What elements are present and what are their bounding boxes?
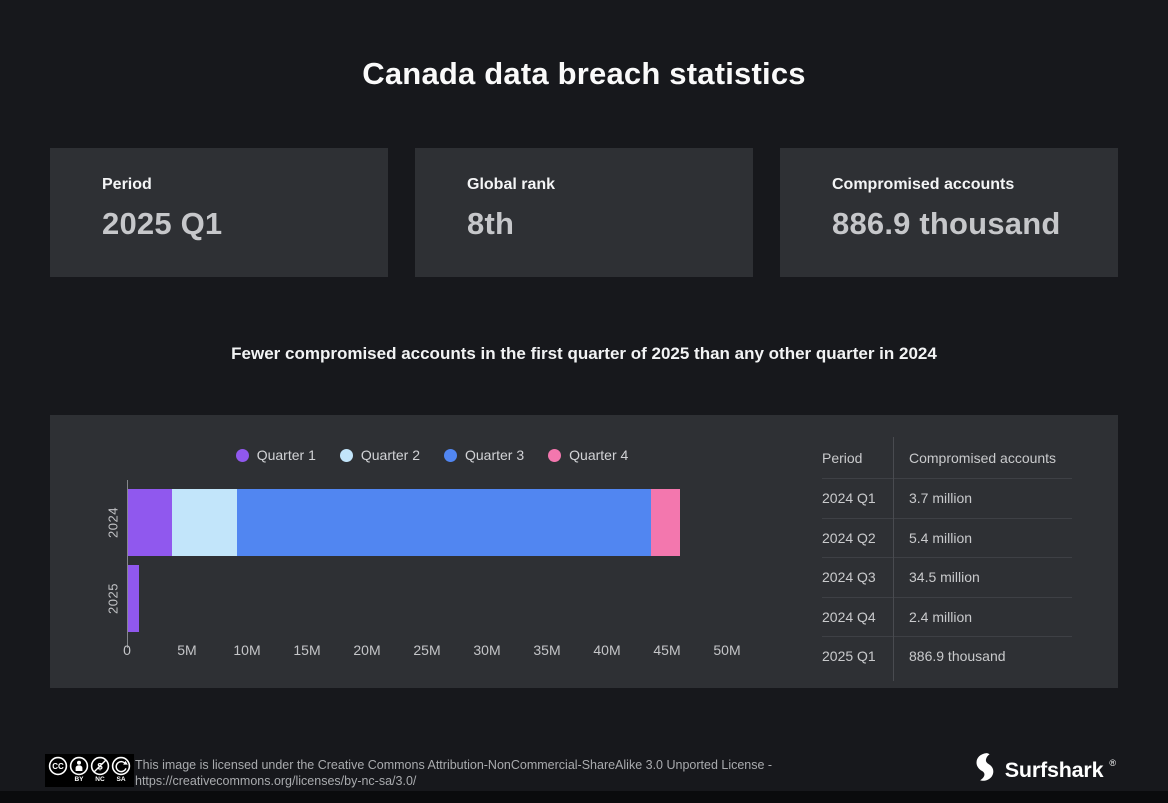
cc-nc-icon: $ NC (90, 756, 110, 783)
bar-segment-2024-quarter-3 (237, 489, 652, 556)
table-cell-period: 2024 Q4 (822, 608, 876, 625)
x-tick-40M: 40M (593, 642, 621, 658)
table-cell-period: 2024 Q2 (822, 529, 876, 546)
cc-by-icon: BY (69, 756, 89, 783)
stat-label: Compromised accounts (832, 176, 1015, 193)
table-row: 2024 Q1 3.7 million (822, 479, 1072, 519)
table-cell-accounts: 886.9 thousand (909, 648, 1006, 665)
legend-label: Quarter 2 (360, 447, 420, 463)
legend-item-quarter-1: Quarter 1 (235, 447, 316, 463)
license-line-1: This image is licensed under the Creativ… (135, 758, 773, 772)
page-title: Canada data breach statistics (362, 56, 806, 91)
stat-card-compromised-accounts: Compromised accounts 886.9 thousand (780, 148, 1118, 277)
legend-label: Quarter 1 (256, 447, 316, 463)
x-tick-35M: 35M (533, 642, 561, 658)
stat-label: Global rank (467, 176, 556, 193)
legend-dot (548, 448, 562, 462)
x-tick-25M: 25M (413, 642, 441, 658)
y-category-label-2024: 2024 (105, 507, 121, 538)
x-tick-10M: 10M (233, 642, 261, 658)
table-header-accounts: Compromised accounts (909, 449, 1057, 466)
x-tick-20M: 20M (353, 642, 381, 658)
table-column-divider (893, 437, 894, 681)
chart-headline: Fewer compromised accounts in the first … (231, 344, 937, 363)
y-category-label-2025: 2025 (105, 583, 121, 614)
stat-card-global-rank: Global rank 8th (415, 148, 753, 277)
bar-segment-2024-quarter-1 (128, 489, 173, 556)
cc-icon: CC (48, 756, 68, 776)
y-axis-line (127, 480, 128, 648)
x-tick-15M: 15M (293, 642, 321, 658)
table-cell-accounts: 2.4 million (909, 608, 973, 625)
stat-value: 8th (467, 206, 515, 241)
x-tick-50M: 50M (713, 642, 741, 658)
legend-item-quarter-3: Quarter 3 (444, 447, 524, 463)
table-cell-period: 2024 Q1 (822, 490, 876, 507)
bar-segment-2024-quarter-2 (172, 489, 238, 556)
bar-segment-2025-quarter-1 (128, 565, 139, 632)
svg-text:CC: CC (52, 762, 64, 771)
chart-legend: Quarter 1 Quarter 2 Quarter 3 Quarter 4 (127, 447, 737, 463)
stat-card-period: Period 2025 Q1 (50, 148, 388, 277)
registered-mark: ® (1109, 758, 1116, 768)
table-row: 2024 Q2 5.4 million (822, 519, 1072, 558)
x-axis-ticks: 0 5M 10M 15M 20M 25M 30M 35M 40M 45M 50M (123, 642, 741, 660)
table-cell-accounts: 5.4 million (909, 529, 973, 546)
surfshark-wordmark: Surfshark (1004, 757, 1104, 782)
legend-dot (444, 448, 457, 462)
legend-label: Quarter 3 (465, 447, 525, 463)
legend-item-quarter-4: Quarter 4 (548, 447, 628, 463)
surfshark-logo: Surfshark ® (973, 752, 1118, 788)
table-row: 2024 Q3 34.5 million (822, 558, 1072, 598)
table-cell-accounts: 34.5 million (909, 569, 980, 586)
x-tick-0: 0 (123, 642, 131, 658)
table-header-row: Period Compromised accounts (822, 437, 1072, 479)
svg-text:$: $ (97, 761, 103, 772)
surfshark-fin-icon (973, 752, 997, 788)
license-text: This image is licensed under the Creativ… (135, 757, 772, 789)
chart-panel: Quarter 1 Quarter 2 Quarter 3 Quarter 4 202… (50, 415, 1118, 688)
bar-segment-2024-quarter-4 (651, 489, 680, 556)
stacked-bar-2024 (128, 489, 680, 556)
table-row: 2024 Q4 2.4 million (822, 598, 1072, 637)
stat-value: 2025 Q1 (102, 206, 223, 241)
x-tick-30M: 30M (473, 642, 501, 658)
table-row: 2025 Q1 886.9 thousand (822, 637, 1072, 676)
creative-commons-badge: CC BY $ NC SA (45, 754, 134, 787)
data-table: Period Compromised accounts 2024 Q1 3.7 m… (822, 437, 1072, 681)
legend-dot (235, 448, 249, 462)
stat-label: Period (102, 176, 152, 193)
x-tick-5M: 5M (177, 642, 197, 658)
stat-cards: Period 2025 Q1 Global rank 8th Compromis… (50, 148, 1118, 277)
legend-item-quarter-2: Quarter 2 (339, 447, 420, 463)
stat-value: 886.9 thousand (832, 206, 1061, 241)
x-tick-45M: 45M (653, 642, 681, 658)
table-cell-period: 2025 Q1 (822, 648, 876, 665)
legend-label: Quarter 4 (569, 447, 629, 463)
cc-sa-icon: SA (111, 756, 131, 783)
license-url: https://creativecommons.org/licenses/by-… (135, 774, 417, 788)
table-cell-accounts: 3.7 million (909, 490, 973, 507)
stacked-bar-2025 (128, 565, 139, 632)
legend-dot (339, 448, 353, 462)
table-header-period: Period (822, 449, 863, 466)
bottom-strip (0, 791, 1168, 803)
table-cell-period: 2024 Q3 (822, 569, 876, 586)
